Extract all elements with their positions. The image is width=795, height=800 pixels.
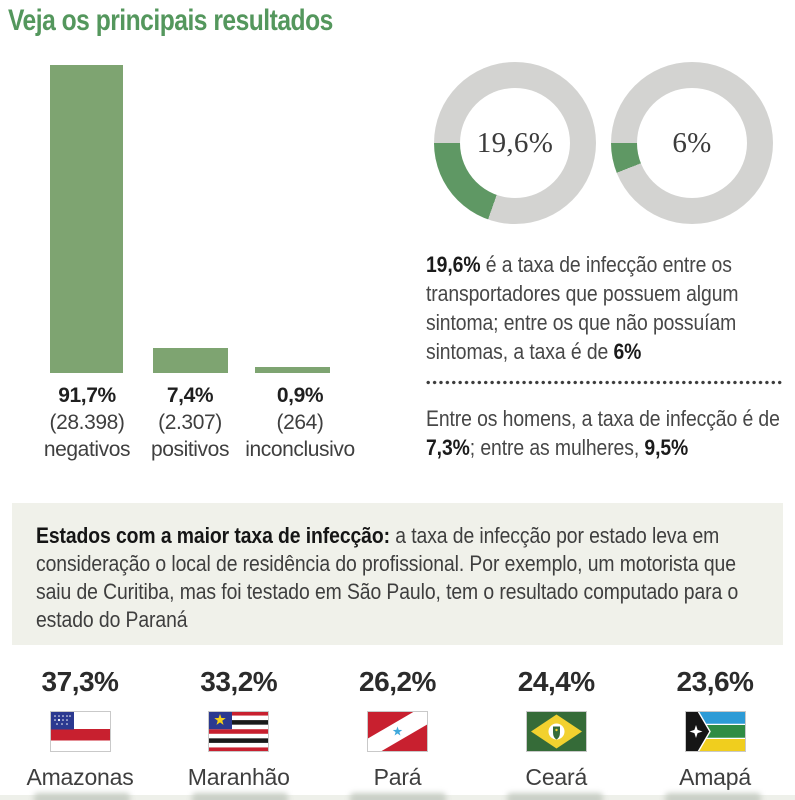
- states-info-text: Estados com a maior taxa de infecção: a …: [36, 523, 739, 632]
- bar-percent: 0,9%: [276, 384, 324, 407]
- bottom-crop-blobs: [0, 793, 795, 800]
- donut-chart-asymptomatic: 6%: [611, 62, 773, 224]
- states-ranking-row: 37,3% Amazonas 33,2%: [8, 664, 787, 791]
- state-percent: 24,4%: [517, 666, 595, 697]
- crop-blob: [34, 793, 130, 800]
- state-name: Amapá: [679, 764, 751, 790]
- crop-blob: [191, 793, 288, 800]
- state-percent: 33,2%: [200, 666, 278, 697]
- state-percent: 23,6%: [676, 666, 754, 697]
- bar-count: (2.307): [158, 411, 222, 434]
- bar-label-negativos: 91,7% (28.398) negativos: [30, 382, 144, 463]
- state-name: Pará: [373, 764, 422, 790]
- bar-percent: 7,4%: [166, 384, 214, 407]
- state-percent: 37,3%: [41, 666, 119, 697]
- ceara-flag: [484, 711, 628, 757]
- bar-category: inconclusivo: [245, 438, 355, 461]
- maranhao-flag: [167, 711, 311, 757]
- symptomatic-rate-text: 19,6% é a taxa de infecção entre os tran…: [426, 252, 739, 364]
- bar-label-inconclusivo: 0,9% (264) inconclusivo: [236, 382, 364, 463]
- states-info-box: Estados com a maior taxa de infecção: a …: [12, 503, 783, 645]
- bar-category: positivos: [150, 438, 230, 461]
- gender-rate-text: Entre os homens, a taxa de infecção é de…: [426, 406, 780, 460]
- bar-count: (264): [276, 411, 324, 434]
- para-flag: [326, 711, 470, 757]
- bar-percent: 91,7%: [58, 384, 116, 407]
- crop-blob: [507, 793, 604, 800]
- state-column-para: 26,2% Pará: [326, 664, 470, 791]
- donut-hole: 6%: [637, 88, 747, 198]
- dotted-divider: [426, 380, 783, 385]
- state-column-amazonas: 37,3% Amazonas: [8, 664, 152, 791]
- bar-label-positivos: 7,4% (2.307) positivos: [144, 382, 236, 463]
- donut-hole: 19,6%: [460, 88, 570, 198]
- state-column-maranhao: 33,2% Maranhão: [167, 664, 311, 791]
- state-name: Ceará: [525, 764, 588, 790]
- state-column-amapa: 23,6% Amapá: [643, 664, 787, 791]
- state-name: Amazonas: [26, 764, 134, 790]
- crop-blob: [349, 793, 446, 800]
- amapa-flag: [643, 710, 787, 757]
- donut-value-label: 6%: [672, 126, 712, 159]
- bar-positivos: [153, 348, 228, 373]
- donut-chart-symptomatic: 19,6%: [434, 62, 596, 224]
- donut-value-label: 19,6%: [476, 126, 554, 159]
- bar-chart-labels: 91,7% (28.398) negativos 7,4% (2.307) po…: [30, 382, 364, 463]
- page-title: Veja os principais resultados: [8, 4, 333, 37]
- bar-category: negativos: [43, 438, 131, 461]
- bar-count: (28.398): [49, 411, 125, 434]
- crop-blob: [665, 793, 761, 800]
- bar-negativos: [50, 65, 123, 373]
- state-name: Maranhão: [187, 764, 290, 790]
- bar-inconclusivo: [255, 367, 330, 373]
- amazonas-flag: [8, 711, 152, 757]
- state-percent: 26,2%: [359, 666, 436, 697]
- test-results-bar-chart: [50, 65, 332, 373]
- state-column-ceara: 24,4% Ceará: [484, 664, 628, 791]
